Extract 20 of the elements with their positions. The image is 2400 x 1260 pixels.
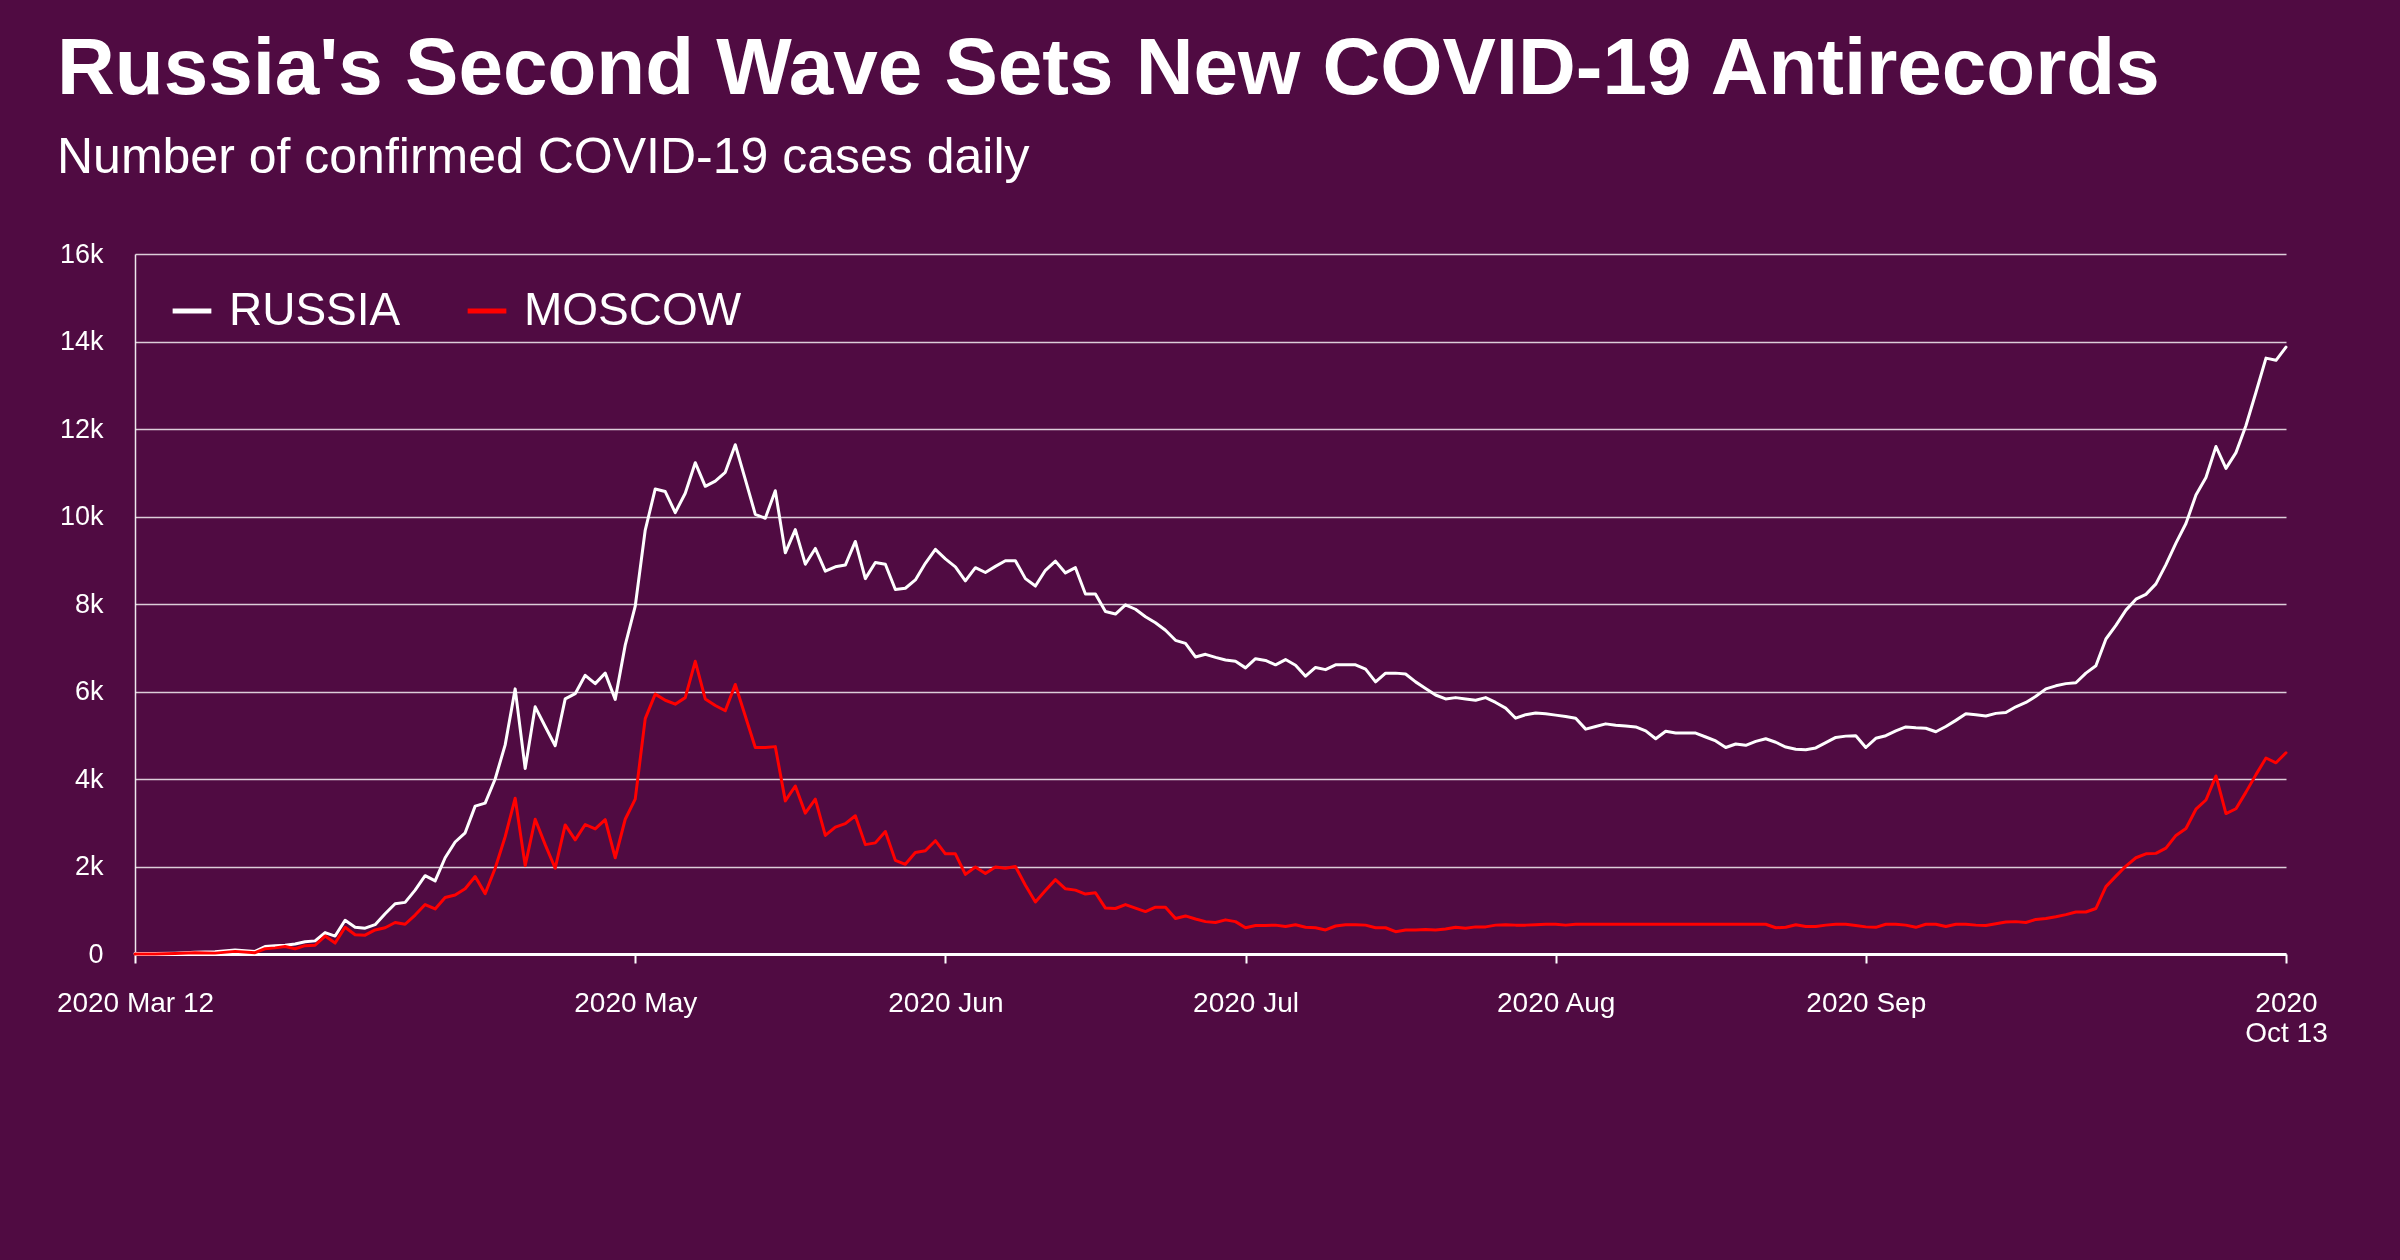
y-tick-label: 12k — [59, 413, 104, 444]
legend-label: RUSSIA — [229, 283, 401, 335]
chart-title: Russia's Second Wave Sets New COVID-19 Antirecords — [57, 22, 2160, 111]
y-tick-label: 16k — [59, 238, 104, 269]
x-tick-label: 2020 May — [574, 986, 698, 1018]
y-tick-label: 2k — [74, 851, 104, 881]
x-tick-label: 2020 Mar 12 — [56, 986, 215, 1018]
y-tick-label: 14k — [59, 326, 104, 356]
chart-subtitle: Number of confirmed COVID-19 cases daily — [57, 128, 1030, 184]
y-tick-label: 4k — [74, 763, 104, 794]
y-tick-label: 0 — [88, 938, 104, 969]
y-tick-label: 10k — [59, 501, 104, 531]
y-tick-label: 8k — [74, 588, 104, 619]
x-tick-label: 2020 Oct 13 — [2245, 986, 2328, 1048]
legend-label: MOSCOW — [524, 283, 742, 335]
x-tick-label: 2020 Jun — [888, 986, 1004, 1018]
x-tick-label: 2020 Sep — [1806, 986, 1927, 1018]
x-tick-label: 2020 Aug — [1496, 986, 1616, 1018]
y-tick-label: 6k — [74, 676, 104, 706]
x-tick-label: 2020 Jul — [1193, 986, 1299, 1018]
